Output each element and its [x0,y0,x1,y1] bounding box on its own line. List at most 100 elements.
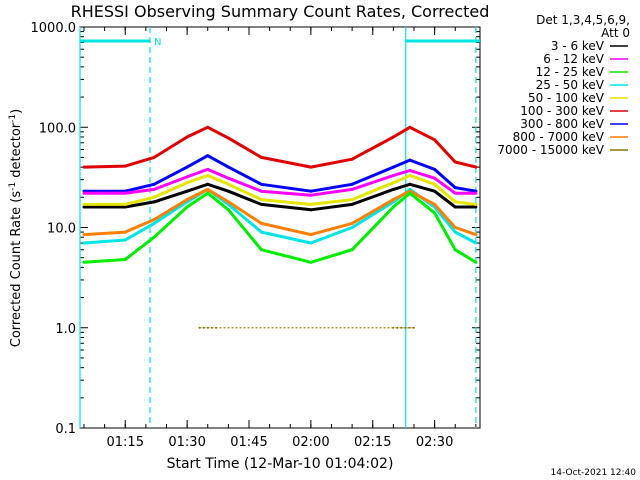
series-0-point-11 [433,189,437,193]
series-1-point-3 [185,175,189,179]
series-1-point-4 [206,167,210,171]
series-2-point-11 [433,211,437,215]
series-2-point-7 [309,260,313,264]
series-4-point-3 [185,181,189,185]
y-tick-label-3: 1.0 [55,322,76,337]
x-axis-label: Start Time (12-Mar-10 01:04:02) [167,456,394,472]
night-marker-label: N [154,37,161,48]
series-8-point-3 [210,326,213,329]
series-1-point-7 [309,193,313,197]
series-5-point-11 [433,138,437,142]
y-tick-label-0: 1000.0 [31,21,77,36]
series-2-point-0 [82,260,86,264]
series-line-3 [83,187,477,245]
y-axis-label: Corrected Count Rate (s-1 detector-1) [8,109,24,347]
x-tick-label-1: 01:30 [168,435,205,450]
series-8-point-0 [198,326,201,329]
series-8-point-8 [404,326,407,329]
series-4-point-8 [350,198,354,202]
series-2-point-12 [453,248,457,252]
series-2-point-2 [152,235,156,239]
series-2-point-9 [391,205,395,209]
series-0-point-5 [226,189,230,193]
series-line-1 [84,167,476,197]
series-3-point-7 [309,241,313,245]
series-0-point-3 [185,189,189,193]
series-0-point-0 [82,205,86,209]
series-5-point-13 [474,165,478,169]
y-tick-label-1: 100.0 [39,121,76,136]
series-5-point-12 [453,160,457,164]
series-1-point-11 [433,176,437,180]
series-8-point-7 [400,326,403,329]
x-tick-label-3: 02:00 [292,435,329,450]
series-2-point-5 [226,208,230,212]
legend-label-7: 800 - 7000 keV [513,130,605,144]
y-axis-label-exp2: -1 [8,114,18,123]
series-6-point-11 [433,167,437,171]
series-3-point-12 [453,230,457,234]
series-5-point-4 [206,125,210,129]
series-7-point-0 [82,233,86,237]
series-6-point-6 [259,182,263,186]
legend-label-3: 25 - 50 keV [536,78,605,92]
series-4-point-7 [309,202,313,206]
series-0-point-10 [408,182,412,186]
series-1-point-1 [123,191,127,195]
series-5-point-9 [391,135,395,139]
series-1-point-2 [152,187,156,191]
y-axis-label-end: ) [9,109,24,114]
series-2-point-3 [185,205,189,209]
legend-header-line2: Att 0 [601,26,630,40]
series-3-point-0 [82,241,86,245]
series-4-point-0 [82,202,86,206]
series-3-point-2 [152,221,156,225]
series-8-point-2 [206,326,209,329]
series-0-point-13 [474,205,478,209]
series-0-point-1 [123,205,127,209]
y-tick-label-2: 10.0 [47,222,76,237]
series-0-point-6 [259,202,263,206]
series-line-0 [84,182,476,212]
legend-header-line1: Det 1,3,4,5,6,9, [536,13,630,27]
series-7-point-13 [474,233,478,237]
x-tick-label-0: 01:15 [107,435,144,450]
y-axis-label-mid: detector [9,122,24,182]
series-line-4 [84,174,477,206]
series-6-point-5 [226,165,230,169]
series-1-point-12 [453,191,457,195]
series-5-point-2 [152,155,156,159]
series-line-6 [84,154,477,193]
series-7-point-3 [185,198,189,202]
footer-timestamp: 14-Oct-2021 12:40 [551,468,637,478]
series-5-point-1 [123,164,127,168]
series-1-point-8 [350,187,354,191]
series-0-point-7 [309,208,313,212]
series-3-point-8 [350,226,354,229]
series-5-point-5 [226,136,230,140]
series-7-point-7 [309,233,313,237]
chart-title: RHESSI Observing Summary Count Rates, Co… [71,2,490,21]
series-6-point-8 [350,182,354,186]
series-2-point-13 [474,260,478,264]
series-7-point-4 [206,187,210,191]
x-tick-label-2: 01:45 [230,435,267,450]
series-6-point-12 [453,186,457,190]
legend-label-0: 3 - 6 keV [551,39,605,53]
series-6-point-7 [309,189,313,193]
series-3-point-13 [474,241,478,245]
series-6-point-10 [408,158,412,162]
legend-label-6: 300 - 800 keV [520,117,604,131]
series-0-point-8 [350,202,354,206]
series-4-point-2 [152,195,156,199]
series-5-point-7 [309,165,313,169]
series-line-7 [83,187,477,237]
series-2-point-10 [408,191,412,195]
series-7-point-5 [226,200,230,204]
series-line-5 [83,125,477,169]
series-7-point-1 [123,230,127,234]
series-7-point-6 [259,221,263,225]
series-1-point-13 [474,191,478,195]
